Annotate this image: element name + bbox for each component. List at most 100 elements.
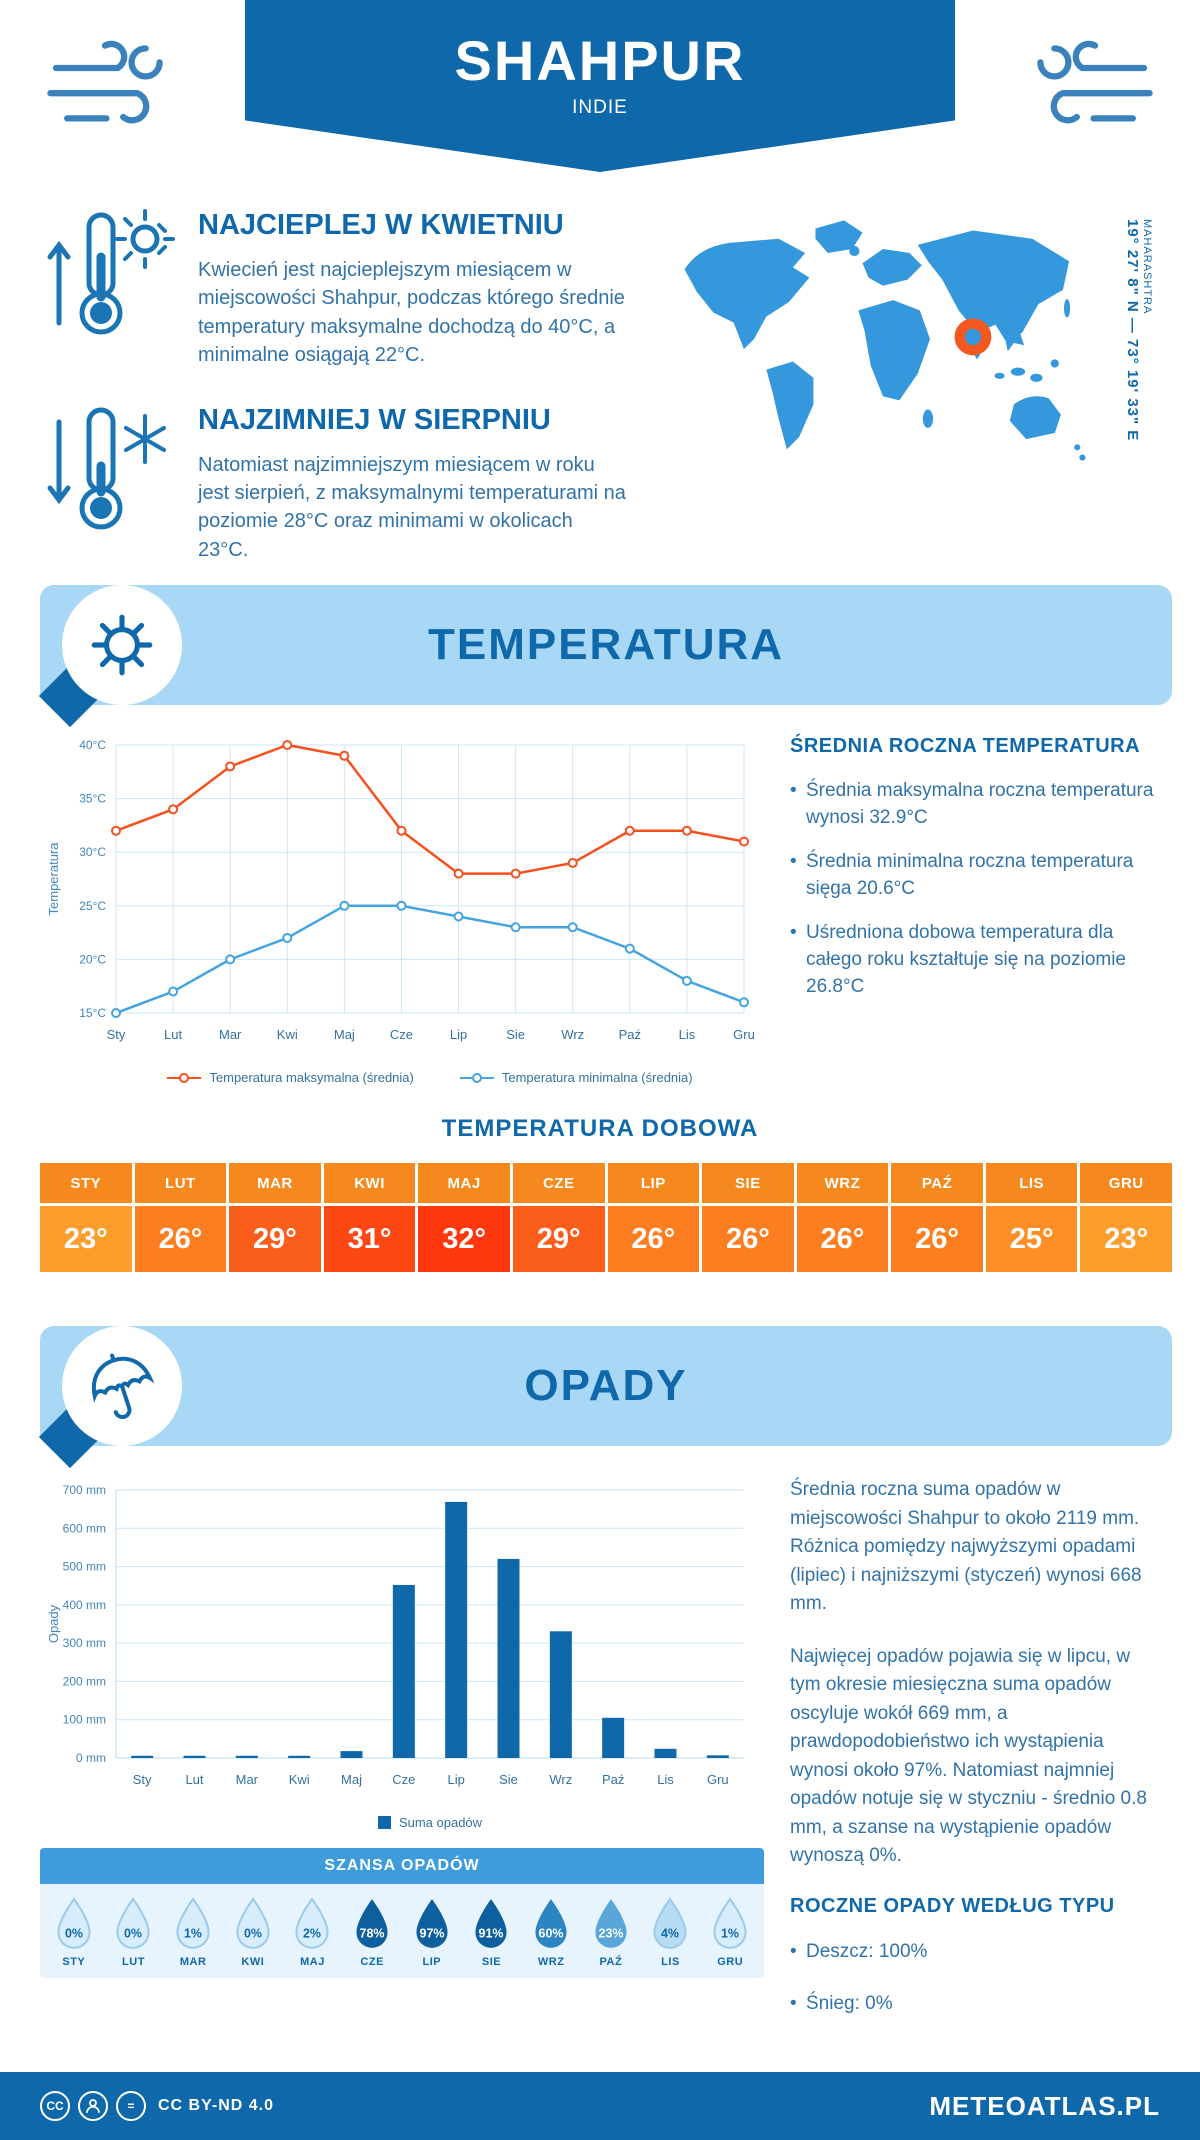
svg-text:Lut: Lut xyxy=(164,1027,182,1042)
daily-temp-month-header: MAJ xyxy=(418,1163,510,1203)
svg-text:Temperatura: Temperatura xyxy=(46,842,61,916)
page-subtitle: INDIE xyxy=(572,97,628,118)
svg-text:2%: 2% xyxy=(303,1926,321,1940)
svg-text:Lip: Lip xyxy=(447,1772,464,1787)
daily-temperature-table: STY LUT MAR KWI MAJ CZE LIP SIE WRZ PAŹ LIS GRU 23° 2… xyxy=(40,1163,1172,1272)
legend-line-marker xyxy=(459,1072,494,1083)
cc-glyph: CC xyxy=(46,2099,64,2113)
warmest-fact-body: NAJCIEPLEJ W KWIETNIU Kwiecień jest najc… xyxy=(198,205,628,370)
thermometer-snowflake-icon xyxy=(40,400,198,565)
chance-month-label: MAR xyxy=(179,1956,207,1968)
svg-text:Maj: Maj xyxy=(341,1772,362,1787)
precip-chance-item: 4% LIS xyxy=(641,1896,701,1968)
map-area: 19° 27' 8" N — 73° 19' 33" E MAHARASHTRA xyxy=(660,205,1160,585)
chance-month-label: WRZ xyxy=(537,1956,565,1968)
daily-temp-value: 23° xyxy=(40,1206,132,1272)
thermometer-sun-icon xyxy=(40,205,198,370)
svg-text:Opady: Opady xyxy=(46,1604,61,1643)
droplet-icon: 0% xyxy=(57,1897,91,1949)
temperature-summary: ŚREDNIA ROCZNA TEMPERATURA Średnia maksy… xyxy=(764,731,1160,1085)
daily-temp-value: 26° xyxy=(891,1206,983,1272)
svg-text:100 mm: 100 mm xyxy=(63,1713,106,1727)
precip-chance-item: 60% WRZ xyxy=(521,1896,581,1968)
svg-text:91%: 91% xyxy=(479,1926,504,1940)
svg-text:Sty: Sty xyxy=(107,1027,126,1042)
svg-text:Lut: Lut xyxy=(185,1772,203,1787)
daily-temp-value: 26° xyxy=(702,1206,794,1272)
precipitation-paragraph: Najwięcej opadów pojawia się w lipcu, w … xyxy=(790,1645,1147,1867)
svg-text:1%: 1% xyxy=(721,1926,739,1940)
intro-facts: NAJCIEPLEJ W KWIETNIU Kwiecień jest najc… xyxy=(40,205,660,585)
droplet-icon: 2% xyxy=(295,1897,330,1949)
svg-text:Paź: Paź xyxy=(619,1027,641,1042)
svg-text:Mar: Mar xyxy=(219,1027,242,1042)
svg-text:500 mm: 500 mm xyxy=(63,1560,106,1574)
legend-item: Suma opadów xyxy=(377,1815,483,1830)
title-banner: SHAHPUR INDIE xyxy=(245,0,955,172)
temperature-bullet: Uśredniona dobowa temperatura dla całego… xyxy=(790,920,1160,1000)
svg-text:Sie: Sie xyxy=(506,1027,525,1042)
daily-temp-month-header: LIP xyxy=(607,1163,700,1203)
svg-text:Kwi: Kwi xyxy=(289,1772,310,1787)
header: SHAHPUR INDIE xyxy=(0,0,1200,175)
svg-text:0%: 0% xyxy=(244,1926,262,1940)
daily-temp-month-header: MAR xyxy=(229,1163,321,1203)
svg-text:Cze: Cze xyxy=(392,1772,415,1787)
temperature-chart-block: 15°C 20°C 25°C 30°C 35°C 40°C Temperatura Sty Lu… xyxy=(40,731,764,1085)
legend-square-marker xyxy=(377,1816,391,1829)
chance-month-label: MAJ xyxy=(300,1956,325,1968)
svg-text:60%: 60% xyxy=(539,1926,564,1940)
svg-text:4%: 4% xyxy=(661,1926,679,1940)
precip-chance-item: 91% SIE xyxy=(462,1896,522,1968)
coldest-heading: NAJZIMNIEJ W SIERPNIU xyxy=(198,403,551,436)
daily-temp-value: 29° xyxy=(512,1206,605,1272)
precip-chance-item: 0% KWI xyxy=(223,1896,283,1968)
droplet-icon: 97% xyxy=(416,1899,448,1948)
umbrella-icon xyxy=(62,1326,182,1446)
svg-text:600 mm: 600 mm xyxy=(63,1521,106,1535)
legend-item: Temperatura minimalna (średnia) xyxy=(459,1070,693,1085)
daily-temp-month-header: LIS xyxy=(985,1163,1078,1203)
temperature-bullet: Średnia maksymalna roczna temperatura wy… xyxy=(790,778,1160,831)
location-marker xyxy=(954,318,992,356)
daily-temp-value: 26° xyxy=(796,1206,889,1272)
daily-temp-month-header: SIE xyxy=(702,1163,794,1203)
svg-text:0 mm: 0 mm xyxy=(76,1751,106,1765)
svg-text:Sie: Sie xyxy=(499,1772,518,1787)
svg-text:23%: 23% xyxy=(598,1926,623,1940)
coordinates-label: 19° 27' 8" N — 73° 19' 33" E xyxy=(1124,219,1141,442)
precipitation-band: OPADY xyxy=(38,1326,1172,1469)
droplet-icon: 4% xyxy=(653,1897,688,1949)
coldest-fact-body: NAJZIMNIEJ W SIERPNIU Natomiast najzimni… xyxy=(198,400,628,565)
daily-temp-value: 26° xyxy=(134,1206,227,1272)
precipitation-summary: Średnia roczna suma opadów w miejscowośc… xyxy=(764,1476,1160,2043)
svg-text:Wrz: Wrz xyxy=(561,1027,584,1042)
precipitation-type-heading: ROCZNE OPADY WEDŁUG TYPU xyxy=(790,1894,1115,1917)
temperature-section: 15°C 20°C 25°C 30°C 35°C 40°C Temperatura Sty Lu… xyxy=(0,705,1200,1085)
precipitation-bar-chart: 0 mm 100 mm 200 mm 300 mm 400 mm 500 mm 600 mm… xyxy=(46,1483,744,1787)
coldest-text: Natomiast najzimniejszym miesiącem w rok… xyxy=(198,453,626,561)
svg-text:200 mm: 200 mm xyxy=(63,1674,106,1688)
precip-chance-item: 1% GRU xyxy=(700,1896,760,1968)
warmest-heading: NAJCIEPLEJ W KWIETNIU xyxy=(198,209,564,241)
legend-item: Temperatura maksymalna (średnia) xyxy=(167,1070,414,1085)
temperature-bullet: Średnia minimalna roczna temperatura się… xyxy=(790,849,1160,902)
precip-chance-item: 0% STY xyxy=(44,1896,104,1968)
legend-label: Suma opadów xyxy=(398,1815,483,1830)
svg-text:1%: 1% xyxy=(184,1926,202,1940)
droplet-icon: 0% xyxy=(116,1897,151,1949)
droplet-icon: 0% xyxy=(236,1897,270,1949)
site-label: METEOATLAS.PL xyxy=(929,2090,1160,2121)
svg-text:Cze: Cze xyxy=(390,1027,413,1042)
droplet-icon: 91% xyxy=(475,1899,508,1948)
svg-text:400 mm: 400 mm xyxy=(63,1598,106,1612)
droplet-icon: 1% xyxy=(176,1897,210,1949)
svg-text:700 mm: 700 mm xyxy=(63,1483,106,1497)
svg-text:Lis: Lis xyxy=(657,1772,674,1787)
svg-text:30°C: 30°C xyxy=(79,845,106,859)
daily-temp-value: 32° xyxy=(418,1206,510,1272)
svg-text:Lip: Lip xyxy=(450,1027,467,1042)
wind-icon xyxy=(1037,40,1153,124)
svg-text:Kwi: Kwi xyxy=(277,1027,298,1042)
